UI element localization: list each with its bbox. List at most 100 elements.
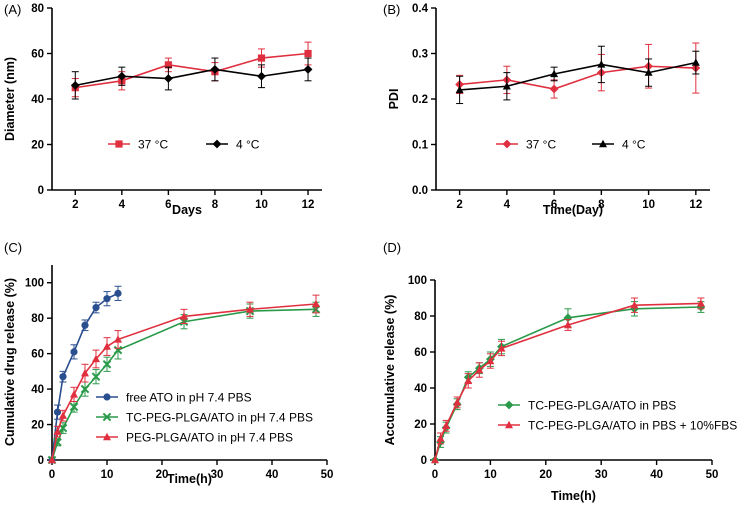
legend-label: TC-PEG-PLGA/ATO in PBS + 10%FBS [528, 419, 737, 433]
x-axis-title: Time(h) [551, 489, 596, 503]
data-point [630, 301, 639, 309]
x-tick-label: 40 [650, 469, 663, 481]
legend-label: 4 °C [236, 138, 260, 152]
legend-label: TC-PEG-PLGA/ATO in PBS [528, 399, 676, 413]
data-point [92, 354, 100, 363]
y-tick-label: 80 [414, 311, 427, 323]
legend-marker [102, 412, 112, 422]
y-tick-label: 0 [421, 455, 427, 467]
data-point [550, 69, 559, 78]
legend-item: 37 °C [496, 138, 556, 152]
data-point [70, 80, 80, 90]
panel-label: (C) [4, 240, 22, 255]
data-point [117, 71, 127, 81]
data-point [497, 344, 506, 352]
legend-item: TC-PEG-PLGA/ATO in pH 7.4 PBS [96, 411, 313, 425]
data-point [696, 299, 705, 307]
y-tick-label: 40 [31, 94, 44, 106]
data-point [114, 335, 122, 343]
x-tick-label: 40 [266, 469, 279, 481]
data-point [597, 60, 606, 68]
data-point [113, 345, 123, 355]
x-tick-label: 6 [551, 199, 557, 211]
data-point [475, 365, 484, 374]
data-point [303, 65, 313, 74]
y-tick-label: 0 [38, 185, 44, 197]
x-tick-label: 12 [689, 199, 702, 211]
data-point [563, 320, 572, 329]
x-axis-title: Time(h) [167, 472, 212, 486]
data-point [81, 321, 89, 329]
chart-panel-2: (B) 0.0 0.1 0.2 0.3 0.4 2 4 6 8 10 12 Time(Day) PDI 37… [383, 2, 710, 217]
data-point [53, 408, 62, 416]
data-point [69, 402, 79, 412]
legend: TC-PEG-PLGA/ATO in PBS TC-PEG-PLGA/ATO in… [498, 399, 737, 433]
y-tick-label: 0.2 [412, 94, 428, 106]
data-point [486, 356, 495, 365]
y-tick-label: 60 [31, 349, 44, 361]
data-point [164, 61, 172, 69]
legend-marker [502, 139, 512, 149]
data-point [81, 368, 89, 377]
data-point [103, 295, 111, 303]
data-point [102, 359, 112, 369]
data-point [257, 71, 266, 81]
data-point [70, 348, 78, 356]
series-2 [70, 57, 313, 100]
panel-label: (D) [383, 240, 401, 255]
data-point [70, 390, 78, 398]
x-tick-label: 30 [595, 469, 608, 481]
series-line [459, 61, 696, 91]
x-tick-label: 4 [119, 199, 126, 211]
y-tick-label: 60 [414, 347, 427, 359]
data-point [436, 434, 445, 442]
series-1 [71, 41, 312, 98]
series-line [75, 52, 309, 89]
y-axis-title: PDI [387, 89, 401, 110]
x-tick-label: 30 [211, 469, 224, 481]
y-axis-title: Cumulative drug release (%) [3, 278, 17, 446]
data-point [453, 398, 462, 406]
data-point [312, 299, 320, 308]
data-point [304, 49, 312, 58]
data-point [59, 373, 67, 381]
data-point [246, 305, 254, 313]
data-point [455, 85, 464, 94]
data-point [103, 342, 111, 350]
y-tick-label: 40 [414, 383, 427, 395]
series-2 [431, 297, 705, 464]
x-axis-title: Time(Day) [543, 203, 603, 217]
data-point [163, 74, 173, 83]
series-2 [455, 45, 700, 105]
x-tick-label: 4 [504, 199, 511, 211]
y-tick-label: 0 [38, 455, 44, 467]
series-1 [455, 42, 701, 99]
legend-item: TC-PEG-PLGA/ATO in PBS [498, 399, 676, 413]
data-point [92, 303, 100, 312]
legend-marker [212, 139, 222, 149]
series-line [459, 65, 696, 90]
x-tick-label: 50 [706, 469, 719, 481]
data-point [691, 58, 700, 66]
legend: 37 °C 4 °C [496, 138, 646, 152]
legend-label: 37 °C [526, 138, 556, 152]
legend-item: 4 °C [592, 138, 646, 152]
data-point [91, 372, 101, 381]
chart-panel-3: (C) 0 20 40 60 80 100 0 10 20 30 40 50 Time(h) Cumulat… [3, 240, 333, 486]
y-tick-label: 20 [414, 419, 427, 431]
y-axis-title: Diameter (nm) [3, 57, 17, 141]
x-tick-label: 10 [255, 199, 268, 211]
data-point [210, 65, 220, 74]
x-tick-label: 2 [456, 199, 462, 211]
chart-panel-4: (D) 0 20 40 60 80 100 0 10 20 30 40 50 Time(h) Accumul… [383, 240, 737, 503]
data-point [644, 68, 653, 76]
y-tick-label: 20 [31, 140, 44, 152]
x-tick-label: 0 [432, 469, 438, 481]
y-tick-label: 20 [31, 420, 44, 432]
x-tick-label: 10 [642, 199, 655, 211]
legend-marker [103, 393, 111, 401]
data-point [114, 289, 122, 297]
data-point [431, 455, 439, 464]
legend-label: free ATO in pH 7.4 PBS [126, 391, 252, 405]
